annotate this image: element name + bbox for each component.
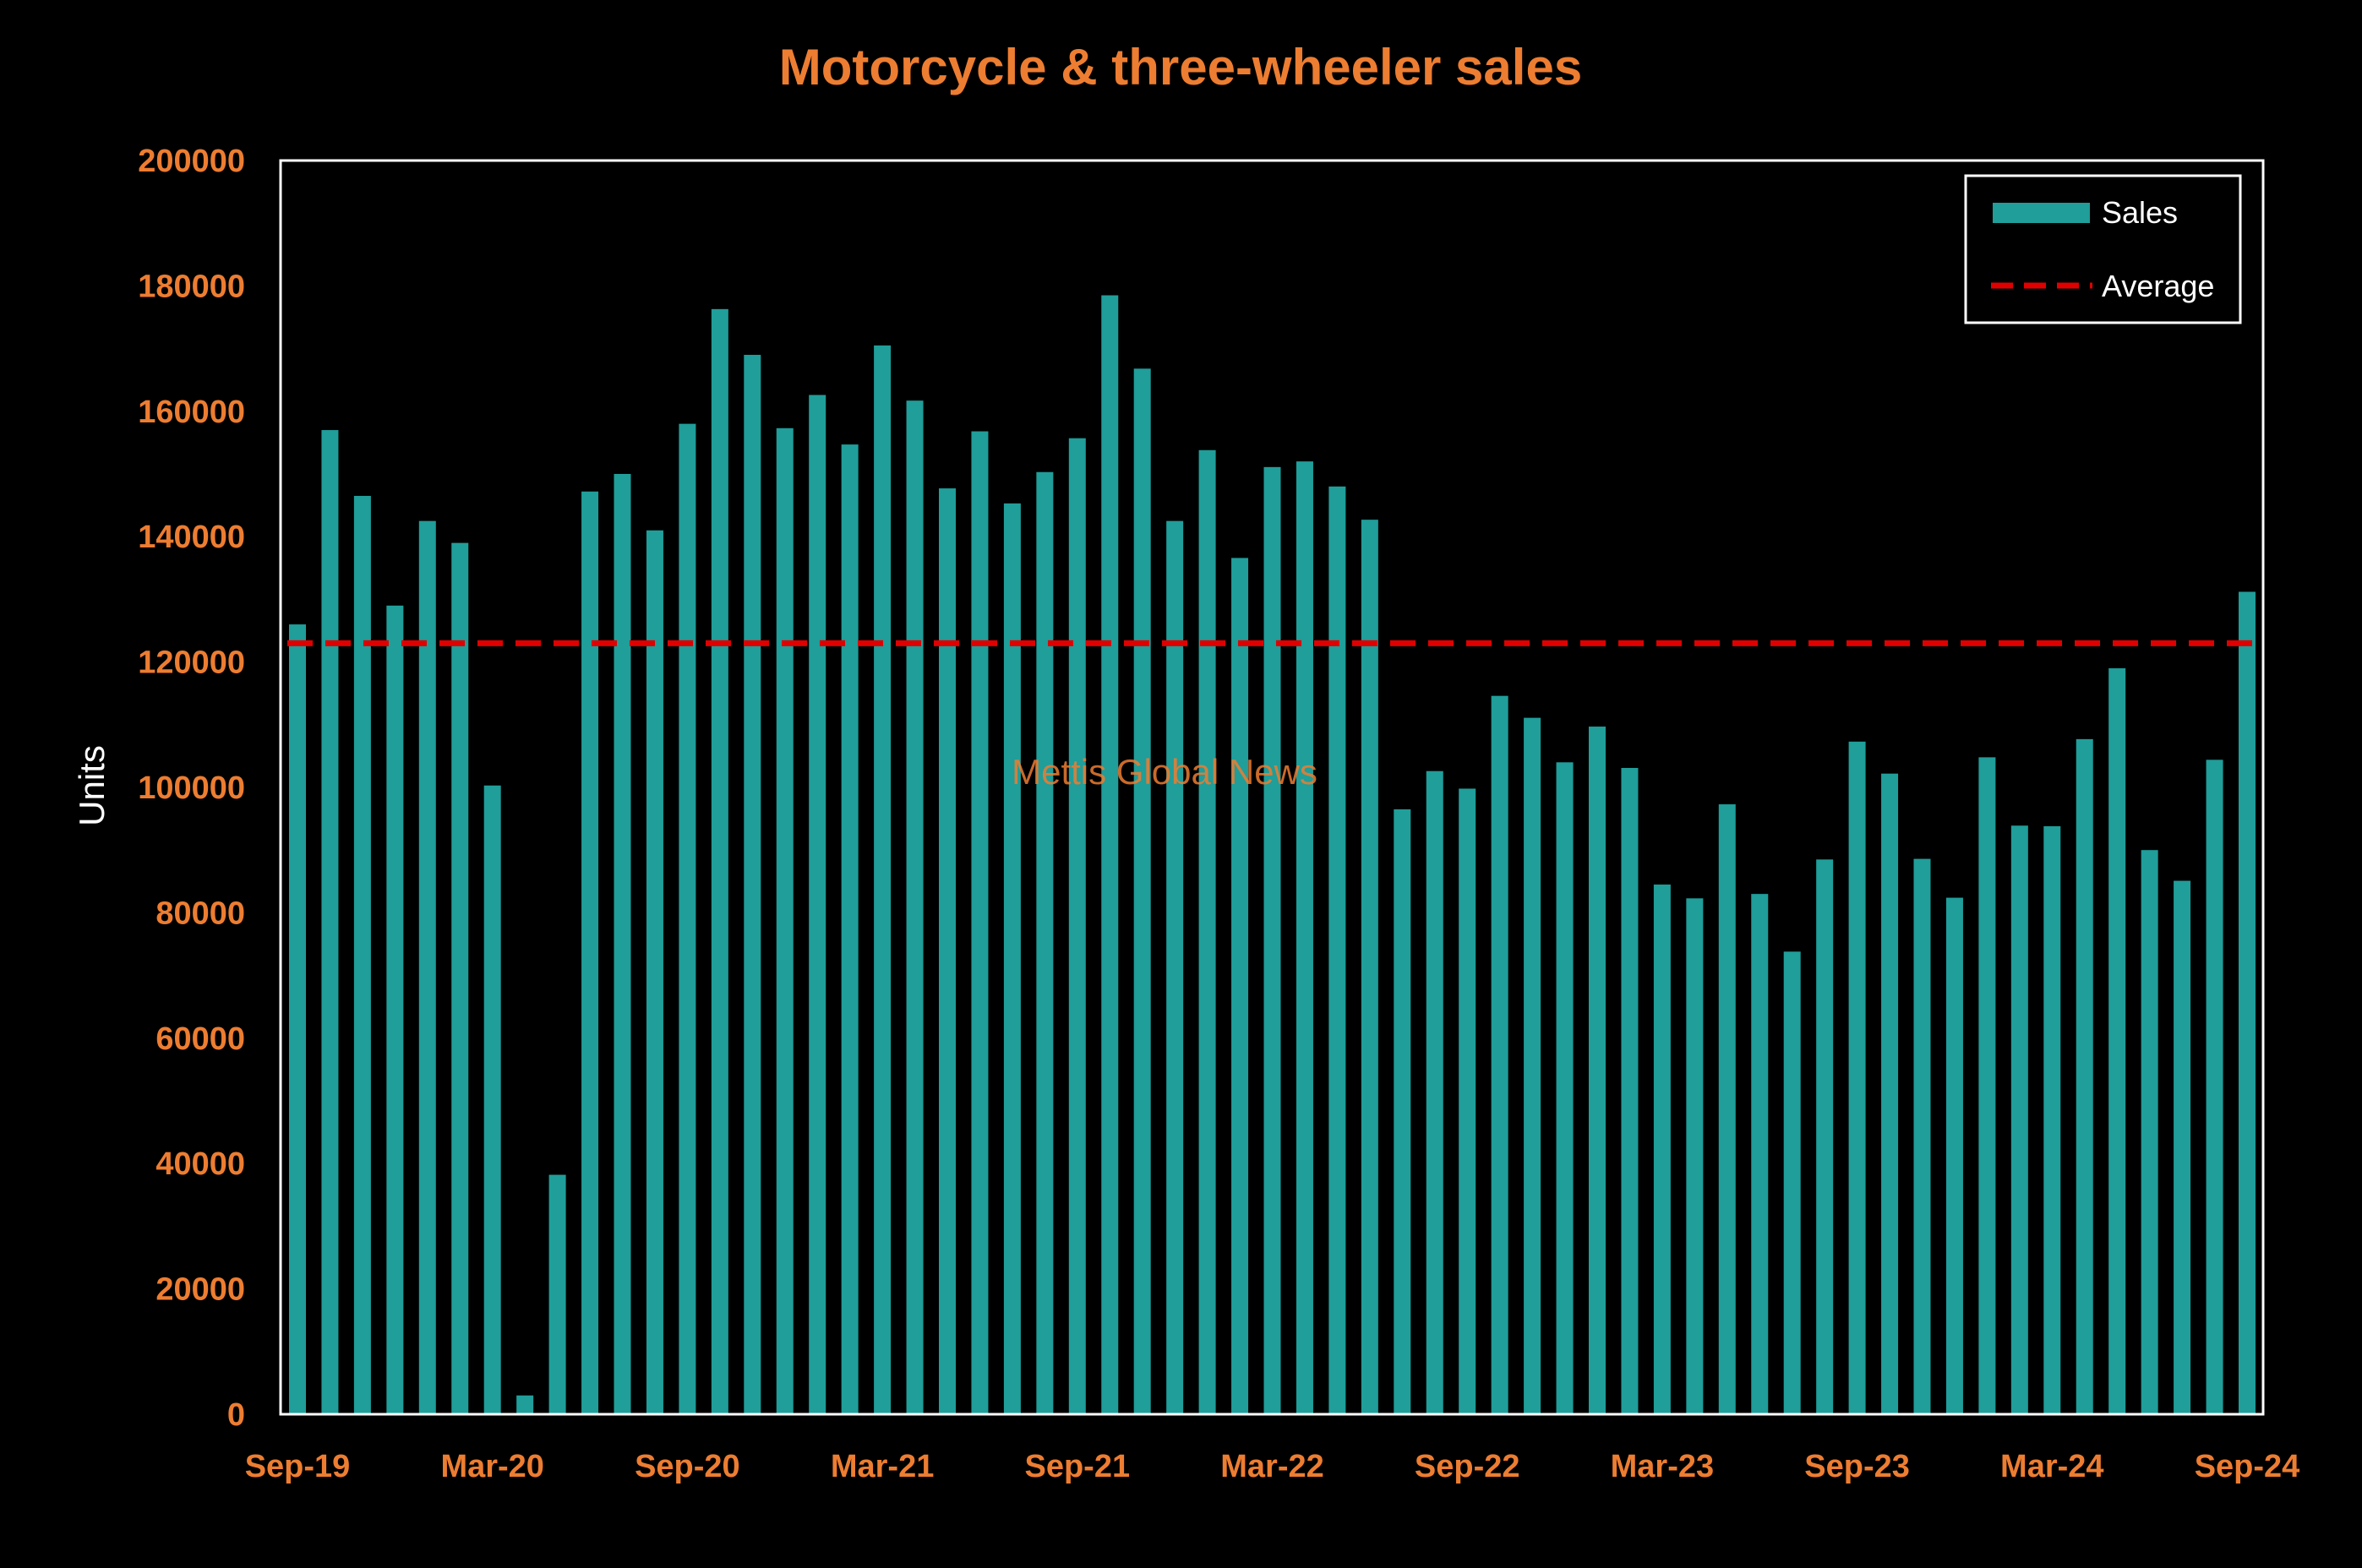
- bar: [418, 520, 436, 1414]
- bar: [841, 444, 859, 1414]
- y-tick-label: 200000: [138, 144, 245, 179]
- bar: [939, 488, 956, 1414]
- bar: [1621, 768, 1639, 1414]
- legend-swatch-sales: [1993, 203, 2090, 223]
- bar: [1426, 770, 1443, 1414]
- bar: [1328, 486, 1346, 1414]
- x-tick-label: Mar-20: [440, 1449, 544, 1484]
- bar: [1296, 461, 1313, 1415]
- x-axis-ticks: Sep-19 Mar-20 Sep-20 Mar-21 Sep-21 Mar-22 Sep-…: [245, 1449, 2300, 1484]
- y-tick-label: 120000: [138, 645, 245, 681]
- x-tick-label: Mar-22: [1220, 1449, 1324, 1484]
- y-axis-ticks: 0 20000 40000 60000 80000 100000 120000 140000 1…: [138, 144, 245, 1433]
- y-tick-label: 140000: [138, 520, 245, 555]
- y-tick-label: 40000: [155, 1146, 245, 1182]
- bar: [1881, 773, 1899, 1414]
- y-tick-label: 180000: [138, 269, 245, 304]
- bar: [906, 400, 924, 1415]
- bar: [386, 605, 404, 1414]
- bar: [776, 427, 794, 1415]
- bar: [711, 308, 728, 1415]
- bar: [1848, 741, 1866, 1414]
- bar: [971, 431, 989, 1414]
- bar: [2206, 760, 2223, 1414]
- plot-frame: [279, 159, 2265, 1416]
- bar: [1718, 804, 1736, 1414]
- bar: [1231, 558, 1249, 1414]
- x-tick-label: Mar-24: [2000, 1449, 2104, 1484]
- chart-title: Motorcycle & three-wheeler sales: [779, 39, 1582, 95]
- bar: [1263, 466, 1281, 1414]
- watermark-text: Mettis Global News: [1012, 752, 1317, 792]
- x-tick-label: Sep-24: [2195, 1449, 2300, 1484]
- bar: [1686, 898, 1704, 1414]
- bar: [1036, 471, 1054, 1414]
- bar: [451, 542, 469, 1414]
- bar: [1589, 727, 1606, 1414]
- bar: [353, 495, 371, 1414]
- bar: [321, 430, 339, 1414]
- y-tick-label: 20000: [155, 1272, 245, 1308]
- y-tick-label: 0: [227, 1397, 245, 1433]
- bar: [1068, 438, 1086, 1415]
- bar: [874, 345, 892, 1414]
- bar: [483, 785, 501, 1414]
- bar: [289, 624, 306, 1414]
- legend-box: [1964, 174, 2242, 324]
- x-tick-label: Sep-21: [1024, 1449, 1130, 1484]
- bar: [2239, 591, 2256, 1414]
- bar: [2108, 668, 2126, 1414]
- bar: [1101, 295, 1119, 1414]
- x-tick-label: Mar-21: [831, 1449, 935, 1484]
- y-tick-label: 60000: [155, 1021, 245, 1057]
- bar: [1003, 503, 1021, 1414]
- bar: [679, 423, 696, 1414]
- x-tick-label: Sep-19: [245, 1449, 351, 1484]
- y-tick-label: 80000: [155, 896, 245, 931]
- x-tick-label: Mar-23: [1611, 1449, 1715, 1484]
- bar: [1491, 695, 1508, 1414]
- bar: [1459, 788, 1476, 1414]
- bar: [1913, 858, 1931, 1414]
- bar: [2010, 825, 2028, 1414]
- bar: [809, 395, 826, 1414]
- bar: [1394, 808, 1411, 1414]
- x-tick-label: Sep-20: [635, 1449, 740, 1484]
- legend-label-sales: Sales: [2102, 195, 2178, 230]
- bar: [581, 491, 599, 1414]
- bar: [614, 474, 631, 1414]
- legend-label-average: Average: [2102, 269, 2214, 303]
- bar: [1653, 885, 1671, 1414]
- bar: [1524, 717, 1541, 1414]
- bar: [2076, 738, 2093, 1414]
- x-tick-label: Sep-22: [1415, 1449, 1520, 1484]
- legend: Sales Average: [1964, 174, 2242, 324]
- bar: [1133, 368, 1151, 1415]
- bar: [1556, 762, 1574, 1414]
- bar: [1198, 449, 1216, 1414]
- bar: [1751, 894, 1769, 1414]
- x-tick-label: Sep-23: [1804, 1449, 1910, 1484]
- bar: [1816, 859, 1834, 1414]
- bar: [516, 1395, 534, 1414]
- bar: [646, 530, 663, 1414]
- bar: [1945, 897, 1963, 1414]
- bar: [1361, 520, 1378, 1415]
- bar: [548, 1174, 566, 1414]
- y-axis-label: Units: [72, 745, 112, 826]
- bar: [2174, 880, 2191, 1414]
- bar: [2141, 850, 2158, 1414]
- bar: [2043, 826, 2061, 1414]
- sales-bars: [289, 295, 2256, 1415]
- y-tick-label: 100000: [138, 770, 245, 806]
- bar: [744, 355, 761, 1414]
- bar: [1166, 520, 1184, 1414]
- bar: [1783, 951, 1801, 1414]
- bar: [1978, 757, 1996, 1414]
- y-tick-label: 160000: [138, 395, 245, 430]
